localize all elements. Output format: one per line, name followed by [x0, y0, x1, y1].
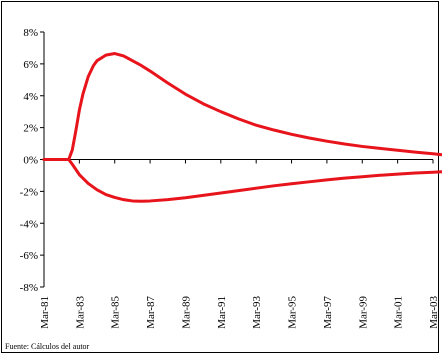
series-line-1: [42, 52, 442, 161]
x-tick-label: Mar-91: [216, 296, 228, 329]
y-axis-ticks: 8% 6% 4% 2% 0% -2% -4% -6% -8%: [20, 27, 44, 294]
source-note: Fuente: Cálculos del autor: [5, 342, 90, 351]
y-tick-label: 0%: [23, 155, 38, 167]
x-tick-label: Mar-81: [39, 296, 51, 329]
x-tick-label: Mar-93: [251, 296, 263, 329]
series-line-2: [42, 158, 442, 203]
x-tick-label: Mar-83: [74, 296, 86, 329]
axes: [43, 32, 433, 287]
x-tick-label: Mar-87: [145, 296, 157, 329]
x-tick-label: Mar-95: [287, 296, 299, 329]
y-tick-label: 4%: [23, 91, 38, 103]
y-tick-label: 2%: [23, 123, 38, 135]
x-tick-label: Mar-89: [180, 296, 192, 329]
y-tick-label: -4%: [20, 218, 38, 230]
x-tick-label: Mar-03: [428, 296, 440, 329]
x-tick-label: Mar-01: [393, 296, 405, 329]
y-tick-label: -8%: [20, 282, 38, 294]
y-tick-label: 6%: [23, 59, 38, 71]
x-tick-label: Mar-85: [110, 296, 122, 329]
y-tick-label: 8%: [23, 27, 38, 39]
y-tick-label: -6%: [20, 250, 38, 262]
x-tick-label: Mar-99: [357, 296, 369, 329]
x-axis-ticks: Mar-81 Mar-83 Mar-85 Mar-87 Mar-89 Mar-91 Mar-…: [39, 159, 440, 329]
y-tick-label: -2%: [20, 186, 38, 198]
series-lines: [42, 52, 442, 203]
x-tick-label: Mar-97: [322, 296, 334, 329]
